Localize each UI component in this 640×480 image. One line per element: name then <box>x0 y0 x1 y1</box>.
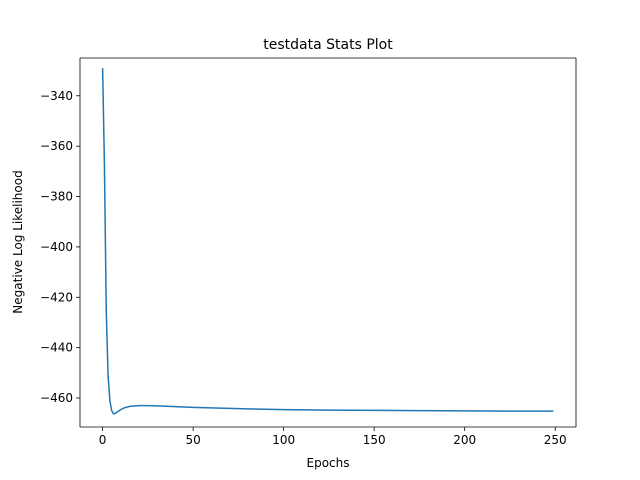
x-axis-label: Epochs <box>307 456 350 470</box>
chart-title: testdata Stats Plot <box>263 37 393 53</box>
x-tick-label-200: 200 <box>453 433 476 447</box>
x-tick-label-100: 100 <box>272 433 295 447</box>
y-tick-label--340: −340 <box>40 89 73 103</box>
y-axis-label: Negative Log Likelihood <box>11 170 25 313</box>
x-tick-label-0: 0 <box>99 433 107 447</box>
y-tick-label--420: −420 <box>40 290 73 304</box>
y-tick-label--440: −440 <box>40 341 73 355</box>
plot-area: 0 50 100 150 200 250 −340 −360 −380 −400 −420 −440 −… <box>40 57 577 447</box>
x-tick-label-150: 150 <box>363 433 386 447</box>
y-tick-label--380: −380 <box>40 190 73 204</box>
x-tick-label-250: 250 <box>544 433 567 447</box>
y-tick-label--400: −400 <box>40 240 73 254</box>
y-tick-label--360: −360 <box>40 139 73 153</box>
y-tick-label--460: −460 <box>40 391 73 405</box>
x-tick-label-50: 50 <box>185 433 200 447</box>
series-line-0 <box>101 68 554 415</box>
